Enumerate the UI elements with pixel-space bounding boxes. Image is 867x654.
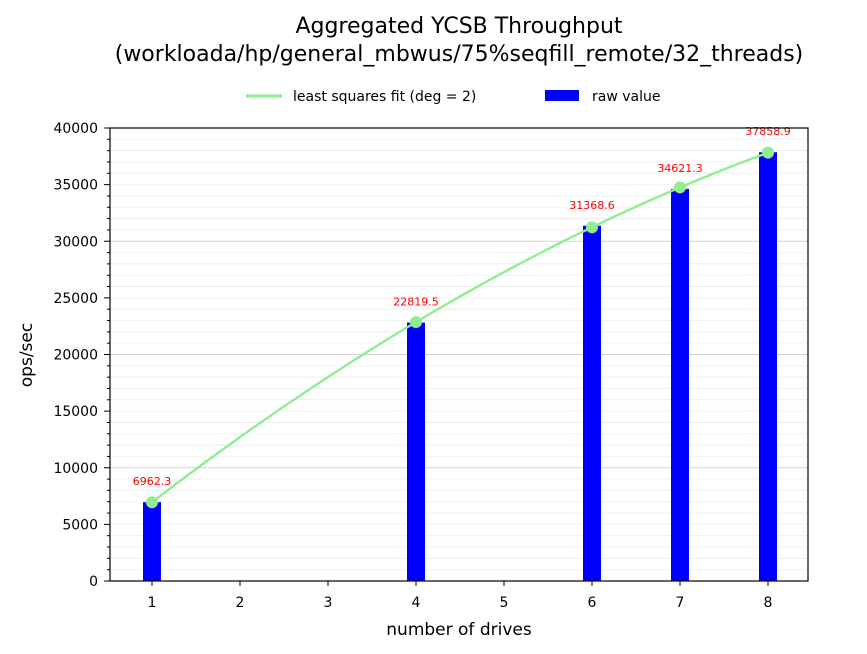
bars xyxy=(143,152,777,581)
bar-6 xyxy=(583,226,601,581)
y-tick-label: 5000 xyxy=(62,517,98,533)
y-axis: 0 5000 10000 15000 20000 25000 30000 35000 40000 xyxy=(53,121,110,590)
data-label-8: 37858.9 xyxy=(745,125,791,138)
data-label-6: 31368.6 xyxy=(569,199,615,212)
fit-point-4 xyxy=(410,316,422,328)
chart-title-line1: Aggregated YCSB Throughput xyxy=(295,14,622,39)
y-tick-label: 30000 xyxy=(53,234,98,250)
x-tick-label: 3 xyxy=(324,595,333,611)
x-tick-label: 2 xyxy=(236,595,245,611)
legend-bar-label: raw value xyxy=(592,89,660,105)
x-tick-label: 8 xyxy=(764,595,773,611)
x-tick-label: 5 xyxy=(500,595,509,611)
fit-point-7 xyxy=(674,181,686,193)
x-tick-label: 7 xyxy=(676,595,685,611)
bar-8 xyxy=(759,152,777,581)
y-tick-label: 15000 xyxy=(53,404,98,420)
fit-point-8 xyxy=(762,147,774,159)
bar-4 xyxy=(407,323,425,581)
bar-1 xyxy=(143,502,161,581)
fit-point-1 xyxy=(146,496,158,508)
data-label-7: 34621.3 xyxy=(657,162,703,175)
data-label-1: 6962.3 xyxy=(133,475,172,488)
legend-bar-swatch xyxy=(545,90,579,101)
y-tick-label: 40000 xyxy=(53,121,98,137)
x-tick-label: 1 xyxy=(148,595,157,611)
y-tick-label: 10000 xyxy=(53,461,98,477)
chart-title-line2: (workloada/hp/general_mbwus/75%seqfill_r… xyxy=(115,42,804,67)
bar-7 xyxy=(671,189,689,581)
legend: least squares fit (deg = 2) raw value xyxy=(246,89,660,105)
legend-fit-label: least squares fit (deg = 2) xyxy=(293,89,476,105)
x-tick-label: 6 xyxy=(588,595,597,611)
data-label-4: 22819.5 xyxy=(393,296,439,309)
y-tick-label: 35000 xyxy=(53,178,98,194)
fit-point-6 xyxy=(586,221,598,233)
y-tick-label: 25000 xyxy=(53,291,98,307)
grid xyxy=(110,139,808,569)
x-axis-label: number of drives xyxy=(386,620,532,640)
y-axis-label: ops/sec xyxy=(17,323,37,387)
y-tick-label: 0 xyxy=(89,574,98,590)
y-tick-label: 20000 xyxy=(53,348,98,364)
x-tick-label: 4 xyxy=(412,595,421,611)
x-axis: 1 2 3 4 5 6 7 8 xyxy=(148,581,773,611)
